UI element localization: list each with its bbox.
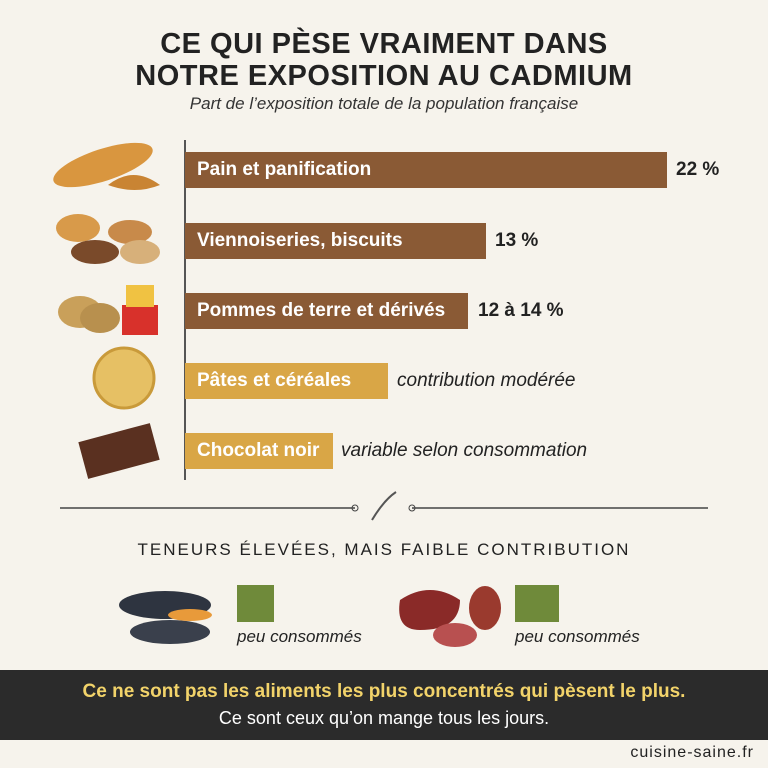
section-title: TENEURS ÉLEVÉES, MAIS FAIBLE CONTRIBUTIO… [137,540,631,559]
subtitle: Part de l’exposition totale de la popula… [189,94,579,113]
green-square [237,585,274,622]
value-label: contribution modérée [397,370,576,391]
banner-line: Ce sont ceux qu’on mange tous les jours. [218,708,550,728]
title: NOTRE EXPOSITION AU CADMIUM [135,60,633,92]
green-square [515,585,559,622]
footer-site: cuisine-saine.fr [630,744,754,761]
banner-line: Ce ne sont pas les aliments les plus con… [82,681,686,702]
caption: peu consommés [515,627,640,646]
bar-label: Viennoiseries, biscuits [185,223,486,259]
value-label: variable selon consommation [341,440,588,461]
bar-label: Pain et panification [185,152,667,188]
value-label: 13 % [495,230,539,251]
bar-label: Pâtes et céréales [185,363,388,399]
caption: peu consommés [237,627,362,646]
bar-label: Pommes de terre et dérivés [185,293,468,329]
value-label: 12 à 14 % [478,300,564,321]
bar-label: Chocolat noir [185,433,333,469]
value-label: 22 % [676,159,720,180]
title: CE QUI PÈSE VRAIMENT DANS [160,28,608,60]
